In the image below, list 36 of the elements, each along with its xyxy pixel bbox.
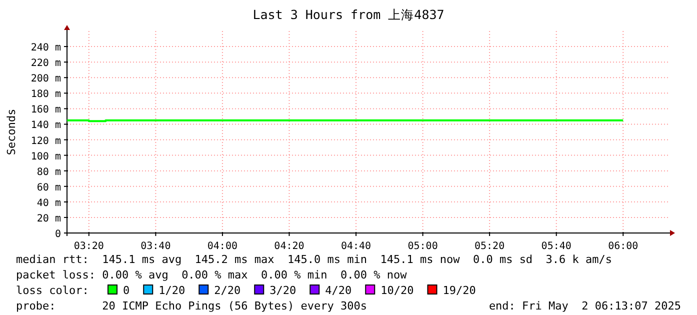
x-tick-label: 03:40 (140, 241, 171, 252)
text: probe: 20 ICMP Echo Pings (56 Bytes) every 300s (16, 300, 367, 312)
y-tick-label: 220 m (30, 58, 61, 70)
x-tick-label: 05:40 (541, 241, 572, 252)
legend-label: 3/20 (270, 284, 296, 297)
y-tick-label: 240 m (30, 42, 61, 54)
x-tick-label: 04:00 (207, 241, 238, 252)
legend-label: 4/20 (325, 284, 352, 297)
y-tick-label: 120 m (30, 136, 61, 147)
legend-label: 19/20 (442, 284, 476, 297)
legend-label: 10/20 (380, 284, 414, 297)
x-tick-label: 04:20 (274, 241, 304, 252)
text: packet loss: 0.00 % avg 0.00 % max 0.00 % min 0.00 % now (16, 268, 408, 282)
text: median rtt: 145.1 ms avg 145.2 ms max 145.0 ms min 145.1 ms now 0.0 ms sd 3.6 k am/s (16, 253, 612, 266)
y-tick-label: 0 (54, 229, 61, 240)
chart-title: Last 3 Hours from 上海4837 (252, 7, 444, 22)
y-tick-label: 180 m (30, 89, 61, 100)
legend-label: 2/20 (214, 284, 241, 297)
y-tick-label: 160 m (30, 104, 61, 116)
x-tick-label: 06:00 (608, 241, 638, 252)
x-tick-label: 05:20 (474, 241, 505, 252)
y-tick-label: 200 m (30, 74, 61, 85)
y-tick-label: 40 m (36, 198, 61, 209)
y-tick-label: 20 m (36, 213, 61, 224)
x-tick-label: 05:00 (408, 241, 438, 252)
y-tick-label: 100 m (30, 151, 61, 162)
y-tick-label: 80 m (36, 166, 61, 178)
text: end: Fri May 2 06:13:07 2025 (488, 300, 681, 312)
y-axis-title: Seconds (5, 108, 18, 156)
x-tick-label: 03:20 (74, 241, 104, 252)
y-tick-label: 60 m (36, 182, 61, 194)
legend-label: 1/20 (158, 284, 186, 297)
legend-title: loss color: (16, 284, 89, 297)
x-tick-label: 04:40 (340, 241, 372, 252)
y-tick-label: 140 m (30, 120, 61, 132)
legend-label: 0 (123, 284, 130, 297)
